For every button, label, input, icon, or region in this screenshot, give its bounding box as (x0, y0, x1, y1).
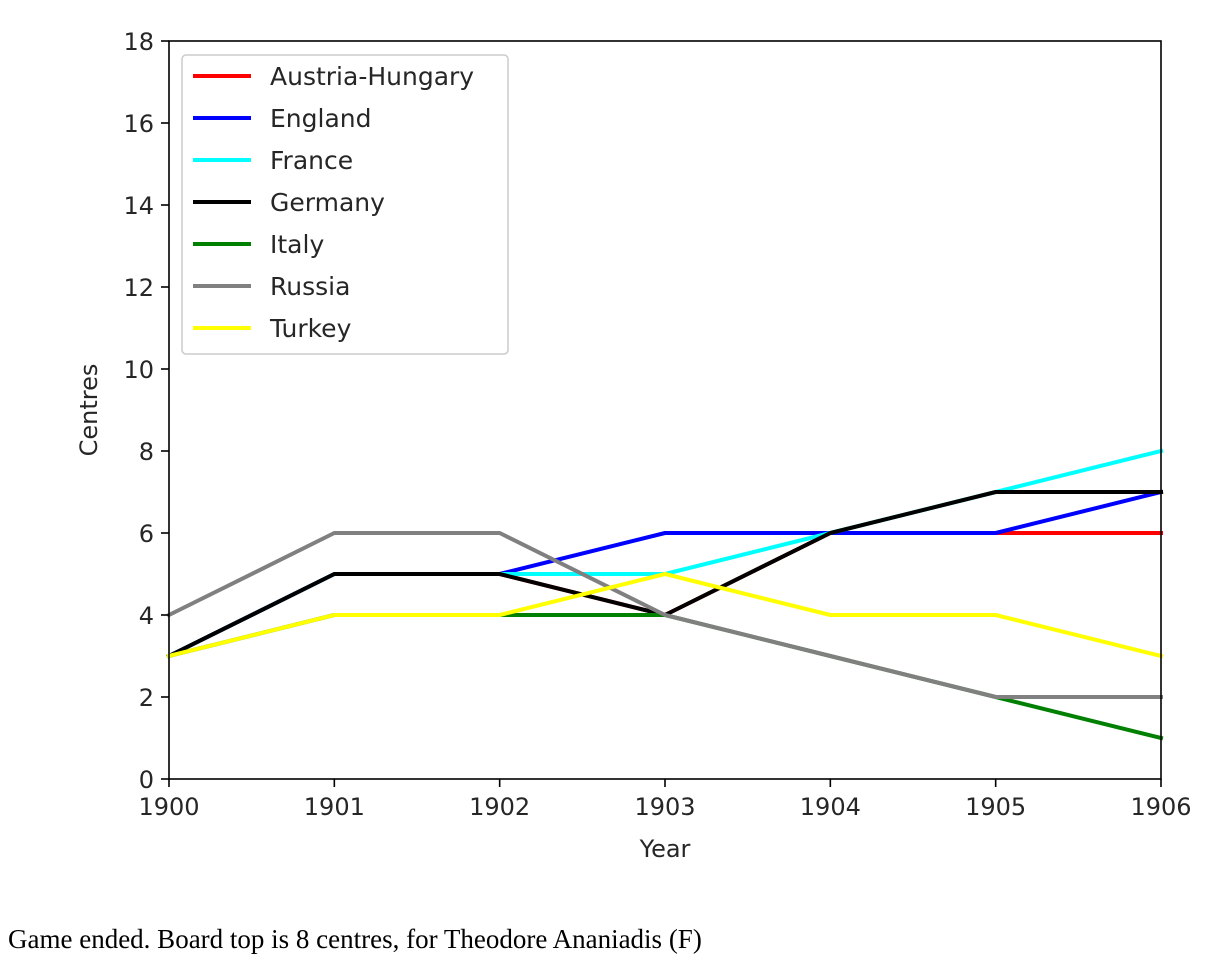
y-tick-label: 18 (123, 28, 154, 56)
line-chart: 1900 1901 1902 1903 1904 1905 1906 0 2 4 6 8 10 12 14… (75, 28, 1192, 863)
y-tick-label: 10 (123, 356, 154, 384)
y-axis: 0 2 4 6 8 10 12 14 16 18 (123, 28, 169, 794)
x-axis: 1900 1901 1902 1903 1904 1905 1906 (138, 779, 1192, 821)
y-tick-label: 16 (123, 110, 154, 138)
y-tick-label: 8 (139, 438, 154, 466)
legend-label: Austria-Hungary (270, 62, 474, 91)
y-tick-label: 6 (139, 520, 154, 548)
series-line-russia (166, 531, 1163, 699)
series-line-turkey (166, 572, 1164, 659)
legend-label: France (270, 146, 353, 175)
legend-label: Italy (270, 230, 324, 259)
y-tick-label: 12 (123, 274, 154, 302)
legend-label: Turkey (269, 314, 352, 343)
game-status-caption: Game ended. Board top is 8 centres, for … (8, 924, 702, 954)
x-tick-label: 1905 (965, 793, 1026, 821)
legend-box (181, 54, 509, 355)
series-line-france (166, 448, 1164, 659)
x-tick-label: 1900 (138, 793, 199, 821)
legend: Austria-Hungary England France Germany Italy… (181, 54, 509, 355)
y-axis-title: Centres (75, 364, 103, 457)
x-axis-title: Year (639, 835, 691, 863)
y-tick-label: 2 (139, 684, 154, 712)
x-tick-label: 1902 (469, 793, 530, 821)
series-line-austria-hungary (166, 531, 1163, 659)
y-tick-label: 0 (139, 766, 154, 794)
series-layer (166, 448, 1164, 741)
legend-label: Germany (270, 188, 385, 217)
y-tick-label: 14 (123, 192, 154, 220)
x-tick-label: 1906 (1130, 793, 1191, 821)
x-tick-label: 1903 (634, 793, 695, 821)
legend-label: England (270, 104, 372, 133)
x-tick-label: 1904 (800, 793, 861, 821)
x-tick-label: 1901 (304, 793, 365, 821)
series-line-italy (166, 613, 1164, 741)
legend-label: Russia (270, 272, 350, 301)
y-tick-label: 4 (139, 602, 154, 630)
